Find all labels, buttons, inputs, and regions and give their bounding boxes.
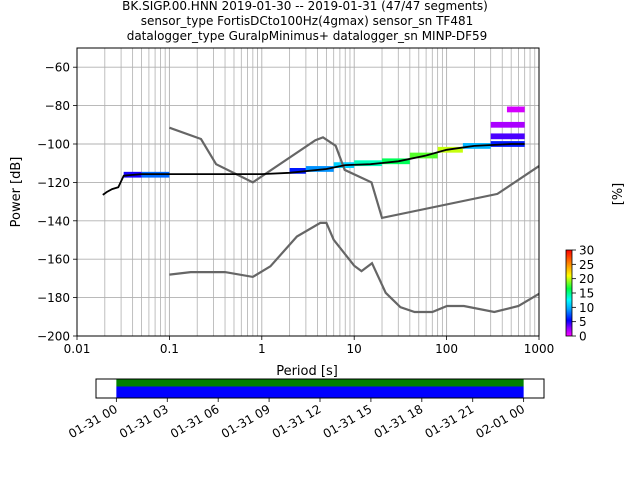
grid-minor: [104, 48, 536, 336]
y-tick-label: −200: [37, 330, 70, 344]
ppsd-cell: [490, 121, 525, 128]
timeline-tick-label: 01-31 09: [219, 402, 273, 441]
title-line-2: sensor_type FortisDCto100Hz(4gmax) senso…: [141, 14, 473, 28]
ppsd-cell: [490, 133, 525, 140]
y-tick-label: −140: [37, 214, 70, 228]
plot-background: [77, 48, 539, 336]
y-tick-label: −160: [37, 253, 70, 267]
timeline-tick-label: 01-31 00: [66, 402, 120, 441]
ppsd-cell: [506, 106, 525, 113]
mode-line: [102, 143, 525, 196]
noise-models: [169, 126, 540, 314]
y-tick-label: −100: [37, 138, 70, 152]
plot-frame: [76, 47, 540, 337]
colorbar-tick-label: 20: [579, 272, 594, 286]
noise-model-lower: [169, 221, 540, 314]
noise-model-upper: [169, 126, 540, 220]
colorbar-tick-label: 10: [579, 301, 594, 315]
ppsd-cell: [354, 160, 383, 167]
timeline-tick-label: 01-31 03: [117, 402, 171, 441]
x-tick-label: 0.01: [64, 342, 91, 356]
colorbar-tick-label: 5: [579, 315, 587, 329]
x-axis-ticks: 0.01 0.1 1 10 100 1000: [64, 336, 555, 356]
timeline-tick-label: 01-31 06: [168, 402, 222, 441]
colorbar-gradient: [565, 249, 573, 337]
y-axis-label: Power [dB]: [9, 157, 24, 228]
y-axis-ticks: −200 −180 −160 −140 −120 −100 −80 −60: [37, 61, 77, 344]
timeline-tick-label: 01-31 21: [423, 402, 477, 441]
y-tick-label: −180: [37, 291, 70, 305]
x-tick-label: 10: [347, 342, 362, 356]
colorbar-tick-label: 15: [579, 287, 594, 301]
timeline-tick-label: 02-01 00: [473, 402, 527, 441]
colorbar-tick-label: 25: [579, 258, 594, 272]
colorbar-label: [%]: [611, 183, 626, 206]
colorbar-tick-label: 30: [579, 244, 594, 258]
timeline-tick-label: 01-31 12: [270, 402, 324, 441]
x-tick-label: 1: [258, 342, 266, 356]
y-tick-label: −80: [45, 99, 70, 113]
y-tick-label: −60: [45, 61, 70, 75]
timeline-coverage-bottom: [116, 386, 524, 398]
colorbar-tick-label: 0: [579, 330, 587, 344]
x-tick-label: 1000: [524, 342, 555, 356]
ppsd-cell: [289, 168, 306, 174]
y-tick-label: −120: [37, 176, 70, 190]
timeline-tick-label: 01-31 18: [372, 402, 426, 441]
mode-line-path: [102, 143, 525, 196]
timeline-tick-label: 01-31 15: [321, 402, 375, 441]
x-axis-label: Period [s]: [276, 364, 338, 379]
ppsd-plot-area: 0.01 0.1 1 10 100 1000 −200 −180 −160 −140 −120 −1…: [9, 47, 555, 379]
figure-title: BK.SIGP.00.HNN 2019-01-30 -- 2019-01-31 …: [122, 0, 488, 43]
timeline-coverage-top: [116, 379, 524, 387]
title-line-1: BK.SIGP.00.HNN 2019-01-30 -- 2019-01-31 …: [122, 0, 488, 13]
title-line-3: datalogger_type GuralpMinimus+ datalogge…: [127, 29, 488, 43]
x-tick-label: 100: [435, 342, 458, 356]
x-tick-label: 0.1: [160, 342, 179, 356]
